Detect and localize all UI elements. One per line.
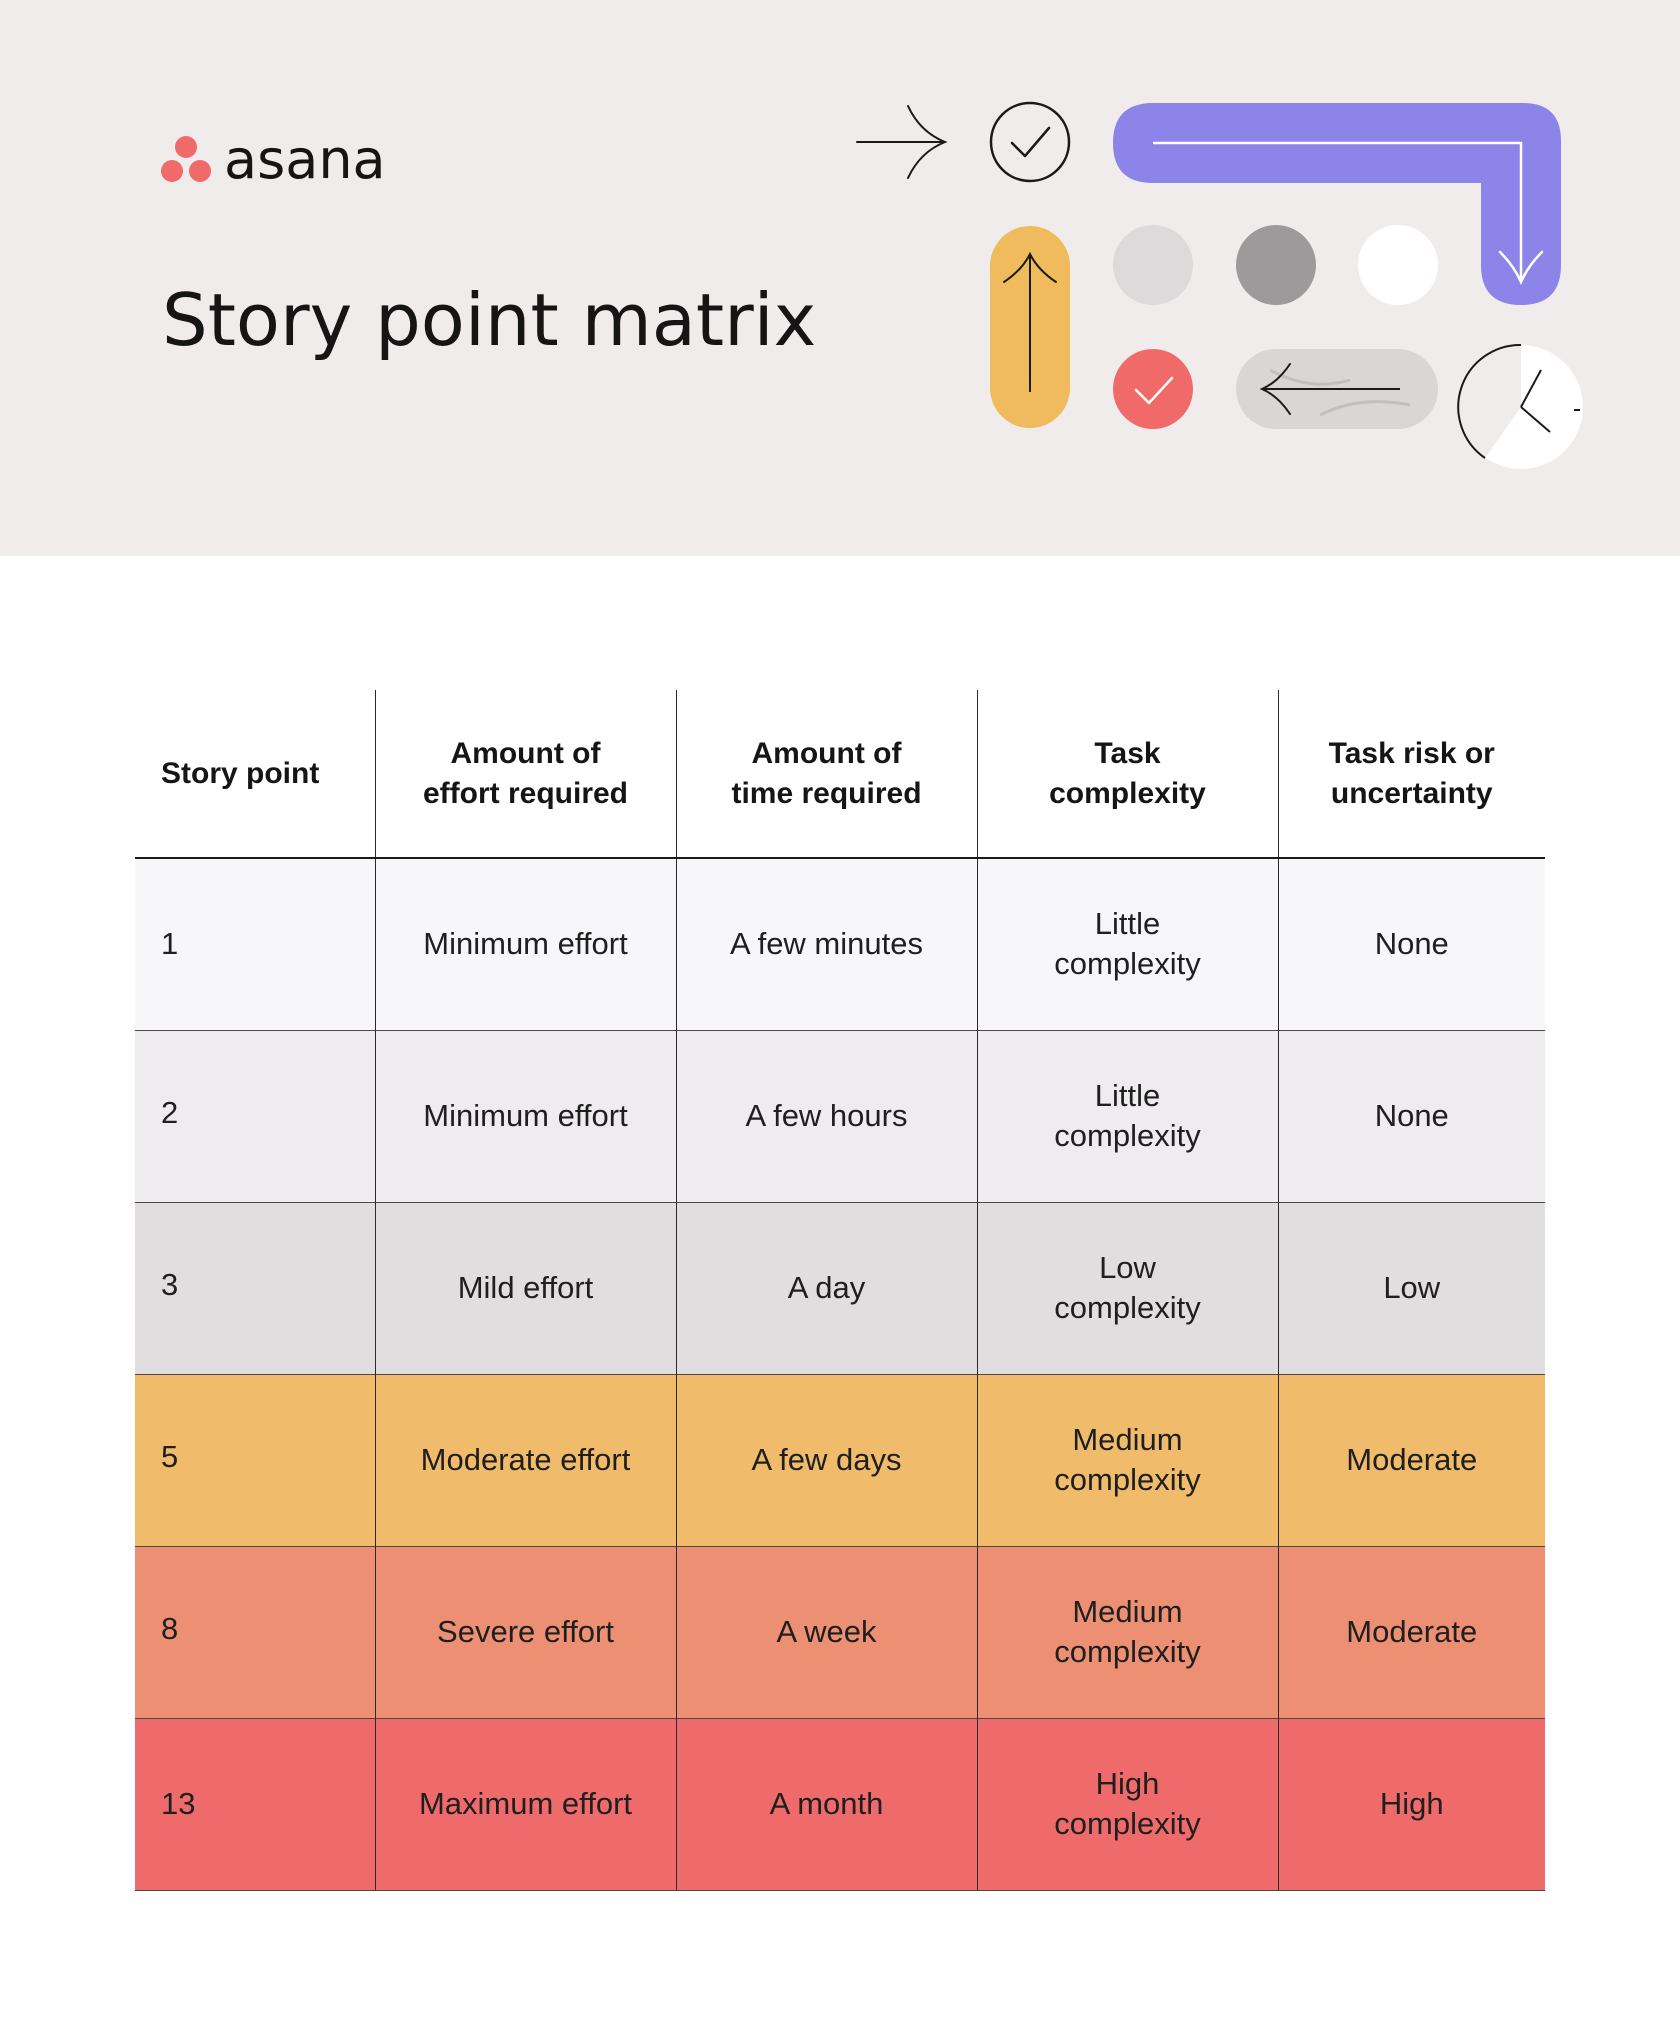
story-point-matrix-table: Story point Amount of effort required Amo… xyxy=(135,690,1545,1891)
cell-time-text: A week xyxy=(776,1614,877,1649)
cell-effort-text: Maximum effort xyxy=(418,1786,633,1821)
cell-complexity-text: Medium xyxy=(1072,1422,1183,1457)
cell-story-point-text: 5 xyxy=(161,1438,179,1474)
cell-risk-text: Low xyxy=(1383,1270,1441,1305)
table-header-row: Story point Amount of effort required Amo… xyxy=(135,690,1545,859)
cell-risk: None xyxy=(1277,1029,1545,1202)
header-effort: Amount of effort required xyxy=(374,690,676,859)
cell-risk: Moderate xyxy=(1277,1545,1545,1718)
cell-story-point: 2 xyxy=(135,1029,375,1202)
table-row: 13 Maximum effort A month High complexity Hig… xyxy=(135,1717,1545,1891)
cell-effort: Severe effort xyxy=(374,1545,676,1718)
cell-story-point-text: 2 xyxy=(161,1094,179,1130)
clock-icon xyxy=(1457,343,1583,469)
cell-time-text: A few days xyxy=(751,1442,902,1477)
cell-time-text: A few minutes xyxy=(730,926,923,962)
cell-story-point: 13 xyxy=(135,1717,375,1891)
cell-effort-text: Minimum effort xyxy=(423,926,628,962)
cell-time: A week xyxy=(675,1545,977,1718)
cell-story-point-text: 1 xyxy=(161,926,179,962)
cell-complexity-text: Little xyxy=(1094,906,1161,942)
purple-bent-arrow-icon xyxy=(1113,103,1561,305)
cell-effort: Moderate effort xyxy=(374,1373,676,1546)
cell-time-text: A few hours xyxy=(745,1098,908,1133)
marble-left-arrow-icon xyxy=(1236,349,1438,429)
cell-effort-text: Minimum effort xyxy=(423,1098,628,1133)
cell-complexity: Medium complexity xyxy=(976,1373,1278,1546)
logo-text: asana xyxy=(224,128,386,191)
cell-effort: Minimum effort xyxy=(374,858,676,1030)
cell-complexity-text: High xyxy=(1095,1766,1160,1801)
cell-complexity-text: complexity xyxy=(1054,946,1201,982)
arrow-right-icon xyxy=(856,105,948,179)
yellow-up-arrow-icon xyxy=(990,226,1070,428)
cell-time: A few minutes xyxy=(675,858,977,1030)
cell-time-text: A day xyxy=(787,1270,866,1305)
decorative-illustration xyxy=(856,101,1583,469)
cell-complexity: Little complexity xyxy=(976,1029,1278,1202)
cell-complexity: Little complexity xyxy=(976,858,1278,1030)
cell-effort: Maximum effort xyxy=(374,1717,676,1891)
page-title: Story point matrix xyxy=(162,278,817,362)
cell-complexity-text: Little xyxy=(1094,1078,1161,1113)
asana-dots-icon xyxy=(160,136,212,184)
cell-risk: High xyxy=(1277,1717,1545,1891)
header-story-point: Story point xyxy=(135,690,375,859)
cell-complexity-text: Low xyxy=(1099,1250,1156,1285)
cell-risk-text: None xyxy=(1374,1098,1449,1133)
light-gray-dot-icon xyxy=(1113,225,1193,305)
cell-time: A few hours xyxy=(675,1029,977,1202)
cell-complexity: Medium complexity xyxy=(976,1545,1278,1718)
cell-risk-text: None xyxy=(1374,926,1449,962)
table-row: 2 Minimum effort A few hours Little complexi… xyxy=(135,1029,1545,1202)
asana-logo[interactable]: asana xyxy=(160,130,386,190)
cell-effort: Minimum effort xyxy=(374,1029,676,1202)
cell-risk: None xyxy=(1277,858,1545,1030)
cell-story-point-text: 13 xyxy=(161,1786,196,1821)
table-row: 8 Severe effort A week Medium complexity Mode… xyxy=(135,1545,1545,1718)
cell-effort-text: Mild effort xyxy=(457,1270,594,1305)
cell-risk: Low xyxy=(1277,1201,1545,1374)
check-circle-icon xyxy=(989,101,1071,183)
header-time: Amount of time required xyxy=(675,690,977,859)
cell-complexity-text: complexity xyxy=(1054,1118,1201,1153)
cell-complexity-text: complexity xyxy=(1054,1634,1201,1669)
red-check-icon xyxy=(1113,349,1193,429)
cell-story-point: 1 xyxy=(135,858,375,1030)
table-row: 3 Mild effort A day Low complexity Low xyxy=(135,1201,1545,1374)
cell-complexity-text: complexity xyxy=(1054,1462,1201,1497)
cell-effort: Mild effort xyxy=(374,1201,676,1374)
cell-risk: Moderate xyxy=(1277,1373,1545,1546)
cell-story-point: 8 xyxy=(135,1545,375,1718)
cell-risk-text: High xyxy=(1379,1786,1444,1821)
cell-risk-text: Moderate xyxy=(1346,1442,1478,1477)
cell-story-point-text: 8 xyxy=(161,1610,179,1646)
cell-complexity-text: Medium xyxy=(1072,1594,1183,1629)
cell-story-point: 3 xyxy=(135,1201,375,1374)
cell-story-point: 5 xyxy=(135,1373,375,1546)
cell-complexity-text: complexity xyxy=(1054,1290,1201,1325)
cell-time-text: A month xyxy=(769,1786,884,1821)
cell-effort-text: Severe effort xyxy=(437,1614,614,1649)
table-row: 1 Minimum effort A few minutes Little comple… xyxy=(135,858,1545,1030)
header-risk: Task risk or uncertainty xyxy=(1277,690,1545,859)
cell-complexity: High complexity xyxy=(976,1717,1278,1891)
cell-complexity: Low complexity xyxy=(976,1201,1278,1374)
cell-time: A day xyxy=(675,1201,977,1374)
table-row: 5 Moderate effort A few days Medium complexi… xyxy=(135,1373,1545,1546)
cell-effort-text: Moderate effort xyxy=(420,1442,631,1477)
cell-time: A few days xyxy=(675,1373,977,1546)
white-dot-icon xyxy=(1358,225,1438,305)
cell-time: A month xyxy=(675,1717,977,1891)
cell-complexity-text: complexity xyxy=(1054,1806,1201,1841)
cell-risk-text: Moderate xyxy=(1346,1614,1478,1649)
header-complexity: Task complexity xyxy=(976,690,1278,859)
gray-dot-icon xyxy=(1236,225,1316,305)
header-banner: asana Story point matrix xyxy=(0,0,1680,556)
cell-story-point-text: 3 xyxy=(161,1266,179,1302)
